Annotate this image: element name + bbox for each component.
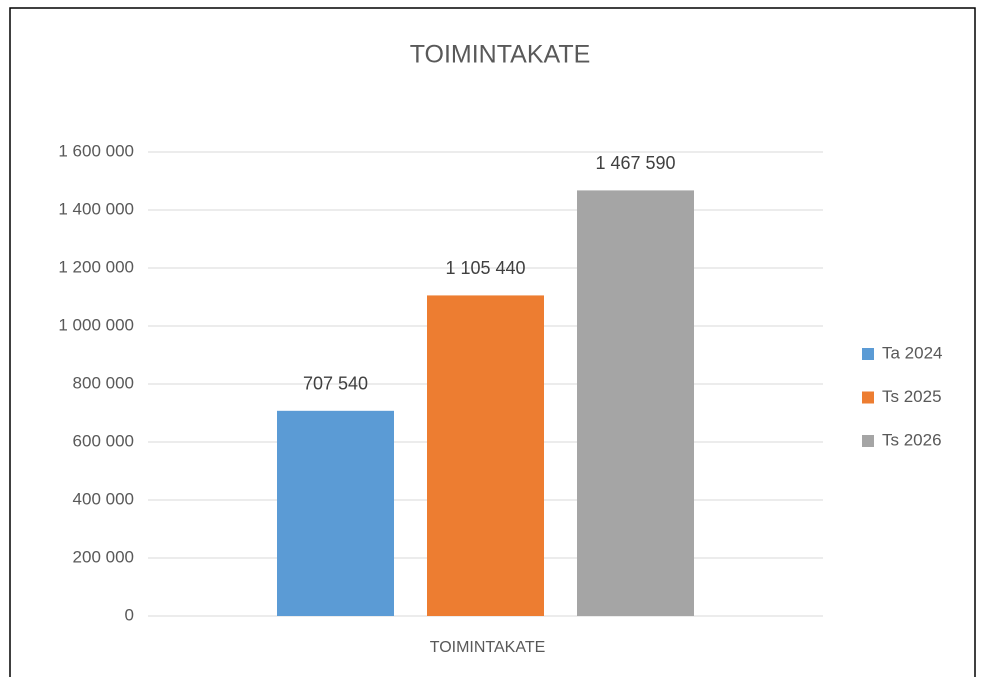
y-tick-label: 1 000 000 — [58, 315, 134, 334]
y-tick-label: 400 000 — [73, 489, 134, 508]
legend-swatch — [862, 348, 874, 360]
x-tick-label: TOIMINTAKATE — [430, 639, 546, 656]
chart-title: TOIMINTAKATE — [410, 41, 591, 69]
y-tick-label: 1 200 000 — [58, 257, 134, 276]
legend-label: Ts 2025 — [882, 387, 942, 406]
bar — [427, 295, 544, 616]
y-tick-label: 800 000 — [73, 373, 134, 392]
y-tick-label: 1 600 000 — [58, 141, 134, 160]
legend-label: Ts 2026 — [882, 430, 942, 449]
y-tick-label: 200 000 — [73, 547, 134, 566]
bar — [577, 190, 694, 616]
y-tick-label: 0 — [125, 605, 134, 624]
legend-swatch — [862, 435, 874, 447]
legend-label: Ta 2024 — [882, 343, 943, 362]
data-label: 1 467 590 — [595, 153, 675, 173]
legend-swatch — [862, 391, 874, 404]
data-label: 707 540 — [303, 374, 368, 394]
y-tick-label: 1 400 000 — [58, 199, 134, 218]
bar — [277, 410, 394, 616]
y-tick-label: 600 000 — [73, 431, 134, 450]
data-label: 1 105 440 — [445, 258, 525, 278]
